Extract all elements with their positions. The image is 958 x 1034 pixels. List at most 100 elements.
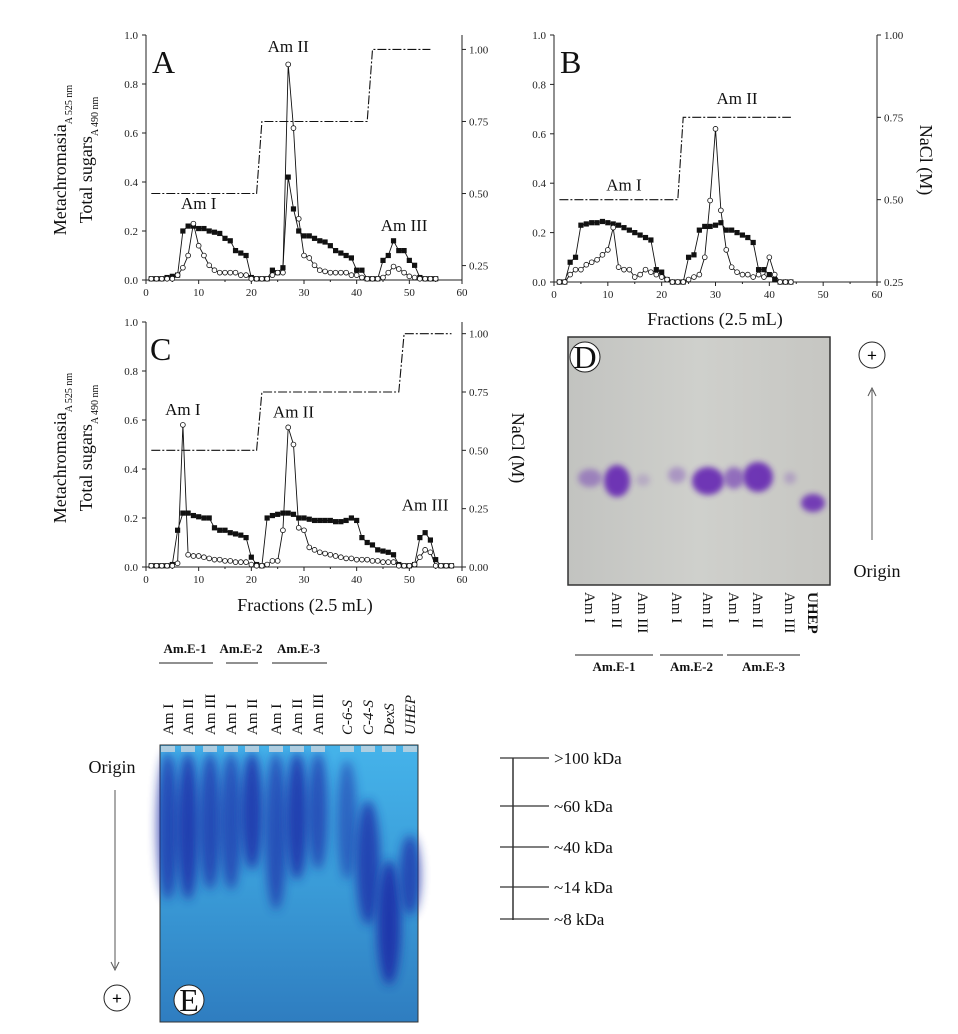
ylabel-line2: Total sugars bbox=[76, 424, 96, 511]
panel-label-circle bbox=[173, 984, 205, 1016]
data-point-circle bbox=[561, 279, 568, 285]
y2-axis-label-b: NaCl (M) bbox=[915, 125, 936, 196]
lane-label: DexS bbox=[382, 703, 398, 736]
data-point-square bbox=[766, 271, 772, 278]
data-point-circle bbox=[432, 562, 439, 569]
chart-panel-c: 0 10 20 30 40 50 60 0.0 0.2 0.4 0.6 0.8 1.0 0.00 0.25 0… bbox=[124, 317, 489, 586]
data-point-circle bbox=[169, 275, 176, 282]
group-label: Am.E-3 bbox=[277, 641, 320, 656]
x-tick-label: 10 bbox=[193, 287, 205, 299]
data-point-circle bbox=[438, 562, 444, 569]
lane-label: UHEP bbox=[403, 695, 419, 735]
data-point-square bbox=[755, 267, 762, 273]
data-point-square bbox=[594, 220, 600, 226]
data-point-circle bbox=[390, 263, 397, 270]
mw-marker-label: >100 kDa bbox=[554, 749, 622, 768]
y2-tick-label: 0.25 bbox=[469, 504, 489, 516]
data-point-square bbox=[201, 225, 207, 232]
lane-label: Am I bbox=[269, 704, 285, 735]
data-point-circle bbox=[159, 275, 165, 282]
data-point-square bbox=[185, 223, 191, 229]
data-point-circle bbox=[578, 266, 584, 273]
data-point-square bbox=[348, 515, 354, 521]
data-point-circle bbox=[211, 267, 218, 274]
data-point-circle bbox=[675, 279, 681, 285]
data-point-circle bbox=[332, 269, 339, 276]
data-point-circle bbox=[248, 561, 255, 568]
data-point-circle bbox=[788, 279, 794, 285]
data-point-square bbox=[232, 248, 239, 254]
data-point-square bbox=[222, 235, 228, 241]
chart-panel-a: 0 10 20 30 40 50 60 0.0 0.2 0.4 0.6 0.8 1.0 0.25 0.50 0… bbox=[124, 30, 489, 299]
y2-tick-label: 0.25 bbox=[469, 261, 489, 273]
data-point-circle bbox=[269, 558, 276, 564]
mw-marker-label: ~14 kDa bbox=[554, 878, 613, 897]
peak-annotation: Am I bbox=[606, 176, 642, 195]
data-point-circle bbox=[422, 547, 428, 553]
data-point-square bbox=[301, 515, 307, 521]
data-point-circle bbox=[238, 272, 244, 278]
data-point-circle bbox=[610, 224, 617, 231]
y-tick-label: 1.0 bbox=[124, 317, 138, 329]
anode-circle-e bbox=[103, 984, 131, 1012]
data-point-circle bbox=[448, 562, 455, 569]
data-point-circle bbox=[164, 275, 170, 282]
gel-well bbox=[245, 746, 259, 752]
data-point-circle bbox=[680, 279, 686, 285]
data-point-circle bbox=[723, 247, 730, 253]
data-point-square bbox=[206, 515, 212, 521]
data-point-square bbox=[610, 221, 616, 227]
data-point-circle bbox=[322, 268, 328, 275]
gel-band bbox=[784, 472, 796, 484]
data-point-square bbox=[589, 220, 595, 226]
origin-label-d: Origin bbox=[854, 561, 901, 581]
gel-smear bbox=[356, 800, 380, 925]
gel-smear bbox=[177, 752, 199, 900]
data-point-circle bbox=[201, 554, 207, 560]
panel-label-b: B bbox=[560, 44, 581, 80]
data-point-circle bbox=[280, 527, 286, 534]
data-point-square bbox=[380, 257, 386, 263]
y-tick-label: 0.0 bbox=[124, 562, 138, 574]
panel-label-e: E bbox=[179, 982, 199, 1018]
data-point-circle bbox=[556, 279, 563, 285]
data-point-square bbox=[211, 525, 218, 531]
data-point-square bbox=[243, 252, 249, 259]
ylabel-line2-sub: A 490 nm bbox=[90, 384, 101, 424]
y-tick-label: 0.0 bbox=[124, 275, 138, 287]
data-point-circle bbox=[427, 549, 434, 556]
panel-label-circle bbox=[569, 341, 601, 373]
data-point-square bbox=[311, 235, 318, 241]
data-point-circle bbox=[755, 271, 762, 278]
data-point-circle bbox=[648, 269, 654, 275]
data-point-circle bbox=[583, 261, 590, 268]
data-point-circle bbox=[343, 555, 349, 562]
data-point-circle bbox=[264, 275, 270, 282]
lane-label: Am I bbox=[725, 592, 741, 623]
data-point-square bbox=[385, 252, 391, 259]
x-tick-label: 10 bbox=[193, 574, 205, 586]
gel-well bbox=[269, 746, 283, 752]
ylabel-line2: Total sugars bbox=[76, 136, 96, 223]
data-point-circle bbox=[332, 553, 339, 559]
y-axis-label-c: MetachromasiaA 525 nm bbox=[50, 373, 75, 524]
data-point-circle bbox=[285, 424, 292, 431]
y-tick-label: 0.4 bbox=[532, 178, 546, 190]
y-axis-label-c2: Total sugarsA 490 nm bbox=[76, 384, 101, 511]
peak-annotation: Am I bbox=[165, 400, 201, 419]
data-point-circle bbox=[206, 555, 213, 562]
data-point-circle bbox=[443, 562, 450, 569]
data-point-circle bbox=[385, 269, 392, 276]
data-point-circle bbox=[274, 558, 281, 564]
data-point-circle bbox=[621, 266, 627, 273]
ylabel-line1: Metachromasia bbox=[50, 412, 70, 523]
data-point-circle bbox=[169, 562, 176, 569]
data-point-square bbox=[359, 267, 365, 273]
data-point-square bbox=[296, 228, 302, 234]
data-point-circle bbox=[227, 269, 234, 276]
x-tick-label: 30 bbox=[299, 287, 311, 299]
data-point-circle bbox=[206, 262, 213, 269]
data-point-square bbox=[301, 233, 307, 239]
data-point-square bbox=[691, 252, 697, 258]
data-point-square bbox=[707, 223, 713, 230]
